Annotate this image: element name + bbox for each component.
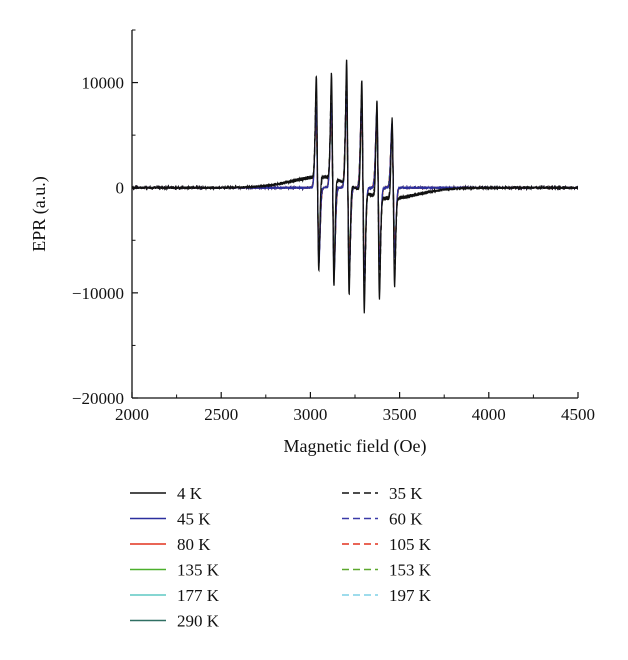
series-line-80k: [132, 99, 578, 272]
legend-label: 105 K: [389, 535, 432, 554]
x-tick-label: 2500: [204, 405, 238, 424]
legend-label: 4 K: [177, 484, 203, 503]
series-line-135k: [132, 104, 578, 267]
y-tick-label: 0: [116, 179, 125, 198]
x-tick-label: 2000: [115, 405, 149, 424]
series-line-35k: [132, 75, 578, 295]
series-line-177k: [132, 107, 578, 265]
series-line-60k: [132, 94, 578, 278]
x-tick-label: 3500: [383, 405, 417, 424]
legend-label: 153 K: [389, 561, 432, 580]
y-tick-label: −20000: [72, 389, 124, 408]
y-axis-title: EPR (a.u.): [29, 176, 50, 252]
legend-label: 197 K: [389, 586, 432, 605]
x-tick-label: 4000: [472, 405, 506, 424]
series-line-4k: [132, 59, 578, 314]
legend-label: 45 K: [177, 510, 211, 529]
y-tick-label: 10000: [82, 74, 125, 93]
legend: 4 K 45 K 80 K 135 K 177 K 290 K 35 K 60 K 105 K 1…: [130, 484, 432, 631]
x-tick-label: 4500: [561, 405, 595, 424]
legend-label: 135 K: [177, 561, 220, 580]
axes: 2000 2500 3000 3500 4000 4500 −20000 −10000 0 100…: [72, 29, 595, 424]
legend-label: 35 K: [389, 484, 423, 503]
legend-label: 80 K: [177, 535, 211, 554]
x-tick-label: 3000: [293, 405, 327, 424]
series-line-153k: [132, 106, 578, 266]
series-line-197k: [132, 108, 578, 263]
y-tick-label: −10000: [72, 284, 124, 303]
legend-label: 290 K: [177, 612, 220, 631]
legend-label: 177 K: [177, 586, 220, 605]
series-line-45k: [132, 87, 578, 284]
legend-label: 60 K: [389, 510, 423, 529]
series-line-105k: [132, 102, 578, 271]
x-axis-title: Magnetic field (Oe): [284, 436, 427, 457]
series-layer: [132, 59, 578, 314]
series-line-290k: [132, 109, 578, 264]
